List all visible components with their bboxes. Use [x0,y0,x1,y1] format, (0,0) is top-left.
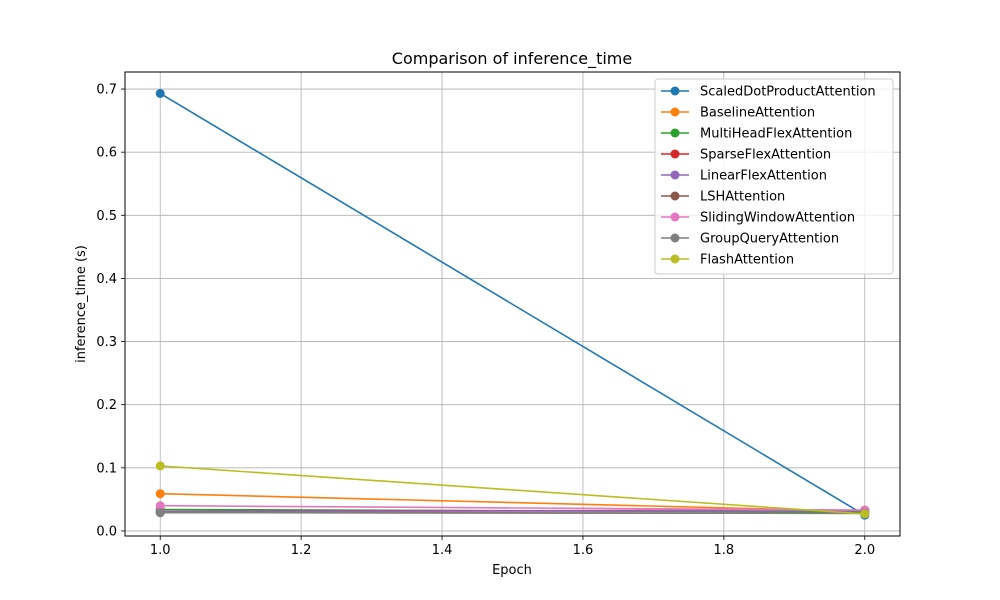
legend-marker [670,254,680,264]
x-tick-label: 1.8 [714,543,735,558]
y-tick-label: 0.1 [96,461,117,476]
series-line [160,504,865,511]
legend-label: GroupQueryAttention [700,232,839,247]
legend-item: GroupQueryAttention [661,232,839,247]
legend-item: LSHAttention [661,190,785,205]
legend-label: LinearFlexAttention [700,169,827,184]
legend-item: ScaledDotProductAttention [661,85,876,100]
series-line [160,511,865,515]
legend-marker [670,212,680,222]
y-tick-label: 0.7 [96,83,117,98]
x-axis-label: Epoch [492,563,532,578]
series-group [155,88,870,520]
legend-item: BaselineAttention [661,106,815,121]
legend-label: SparseFlexAttention [700,148,831,163]
legend-item: FlashAttention [661,253,794,268]
legend-marker [670,149,680,159]
chart-title: Comparison of inference_time [392,49,632,69]
data-point [155,88,165,98]
legend: ScaledDotProductAttention BaselineAttenti… [654,78,894,275]
y-tick-label: 0.5 [96,209,117,224]
legend-label: LSHAttention [700,190,785,205]
y-tick-label: 0.2 [96,398,117,413]
x-tick-label: 1.6 [573,543,594,558]
data-point [155,461,165,471]
legend-item: SlidingWindowAttention [661,211,855,226]
x-tick-label: 1.2 [291,543,312,558]
series-FlashAttention [155,461,870,519]
legend-label: ScaledDotProductAttention [700,85,876,100]
legend-label: FlashAttention [700,253,794,268]
y-tick-label: 0.6 [96,146,117,161]
y-tick-label: 0.0 [96,524,117,539]
series-line [159,92,866,516]
data-point [155,508,165,518]
legend-item: SparseFlexAttention [661,148,831,163]
legend-marker [670,86,680,96]
legend-item: MultiHeadFlexAttention [661,127,852,142]
y-axis: 0.0 0.1 0.2 0.3 0.4 0.5 0.6 0.7 [96,83,125,539]
legend-marker [670,128,680,138]
plot-area-frame [124,71,901,537]
series-SlidingWindowAttention [155,501,870,515]
legend-label: BaselineAttention [700,106,815,121]
x-tick-label: 2.0 [854,543,875,558]
y-axis-label: inference_time (s) [74,245,89,363]
data-point [155,489,165,499]
data-point [860,509,870,519]
legend-marker [670,191,680,201]
x-tick-label: 1.0 [150,543,171,558]
series-line [160,465,865,515]
y-tick-label: 0.3 [96,335,117,350]
legend-label: MultiHeadFlexAttention [700,127,852,142]
series-line [160,509,865,513]
legend-box [654,78,894,275]
legend-item: LinearFlexAttention [661,169,827,184]
legend-label: SlidingWindowAttention [700,211,855,226]
legend-marker [670,233,680,243]
data-point [155,501,165,511]
grid [125,72,900,536]
x-axis: 1.0 1.2 1.4 1.6 1.8 2.0 [150,536,875,558]
legend-marker [670,170,680,180]
legend-marker [670,107,680,117]
series-line [160,492,865,513]
y-tick-label: 0.4 [96,272,117,287]
x-tick-label: 1.4 [432,543,453,558]
